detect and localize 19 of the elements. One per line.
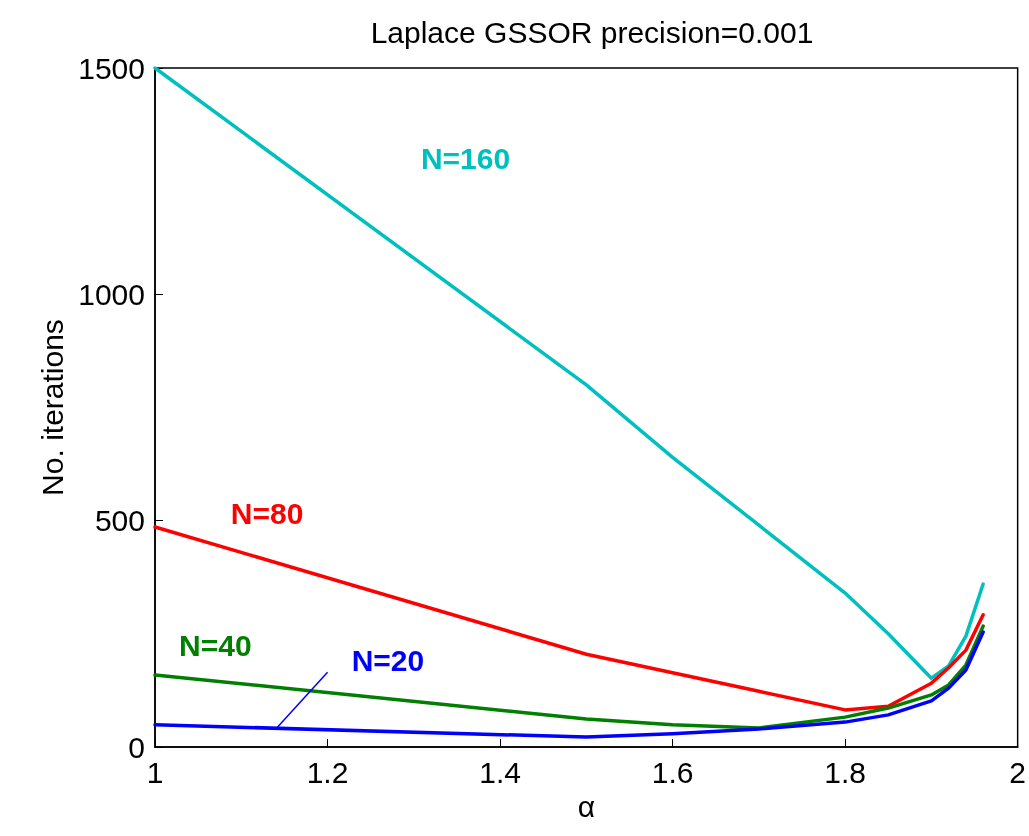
y-axis-title: No. iterations [35,319,69,496]
x-tick-label: 1.2 [306,755,349,789]
text: N=160 [420,142,511,176]
y-tick-label: 1500 [78,51,145,85]
chart-title: Laplace GSSOR precision=0.001 [370,15,814,49]
y-tick-label: 500 [94,504,145,538]
x-tick-label: 1 [146,755,164,789]
series-label: N=20 [351,644,425,678]
series-label: N=80 [230,497,304,531]
x-tick-label: 1.6 [651,755,694,789]
x-tick-label: 1.8 [824,755,866,789]
x-tick-label: 2 [1009,755,1026,789]
line-series [153,66,985,680]
x-tick-label: 1.4 [479,755,521,789]
y-tick-label: 0 [128,730,145,764]
y-tick-label: 1000 [78,277,145,311]
line-series [153,525,985,712]
series-label: N=40 [179,628,252,662]
x-axis-title: α [577,790,595,824]
